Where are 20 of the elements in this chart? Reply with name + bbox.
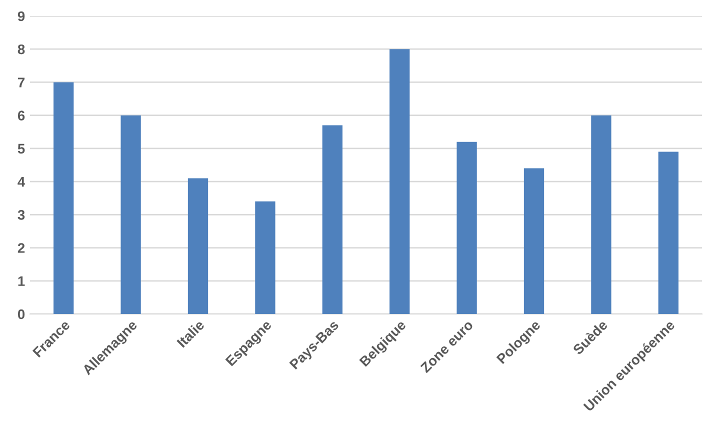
bar [524,168,544,314]
bar [322,125,342,314]
bar [658,152,678,314]
bar [188,178,208,314]
bar [54,82,74,314]
bar [255,201,276,314]
y-tick-label: 7 [18,78,25,88]
y-tick-label: 6 [18,110,25,121]
y-tick-label: 9 [18,11,25,22]
y-tick-label: 8 [18,44,25,54]
bar [591,115,612,314]
y-tick-label: 0 [18,309,25,320]
y-tick-label: 2 [18,243,25,253]
y-tick-label: 3 [18,210,25,220]
bar [120,115,141,314]
y-tick-label: 1 [18,276,25,286]
y-tick-label: 5 [18,144,25,154]
y-tick-label: 4 [18,177,26,187]
bar [390,49,410,314]
bar [456,142,477,314]
